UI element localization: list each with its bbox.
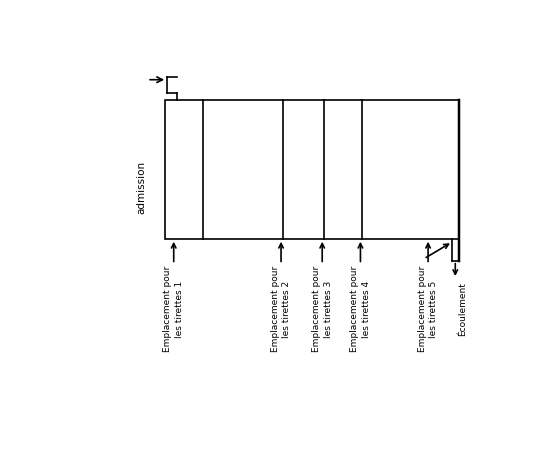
Text: Écoulement: Écoulement [459, 282, 468, 336]
Text: admission: admission [136, 161, 146, 214]
Text: Emplacement pour
les tirettes 4: Emplacement pour les tirettes 4 [350, 266, 371, 352]
Bar [165, 100, 459, 239]
Text: Emplacement pour
les tirettes 1: Emplacement pour les tirettes 1 [163, 266, 184, 352]
Text: Emplacement pour
les tirettes 3: Emplacement pour les tirettes 3 [312, 266, 333, 352]
Text: Emplacement pour
les tirettes 5: Emplacement pour les tirettes 5 [418, 266, 439, 352]
Text: Emplacement pour
les tirettes 2: Emplacement pour les tirettes 2 [271, 266, 291, 352]
